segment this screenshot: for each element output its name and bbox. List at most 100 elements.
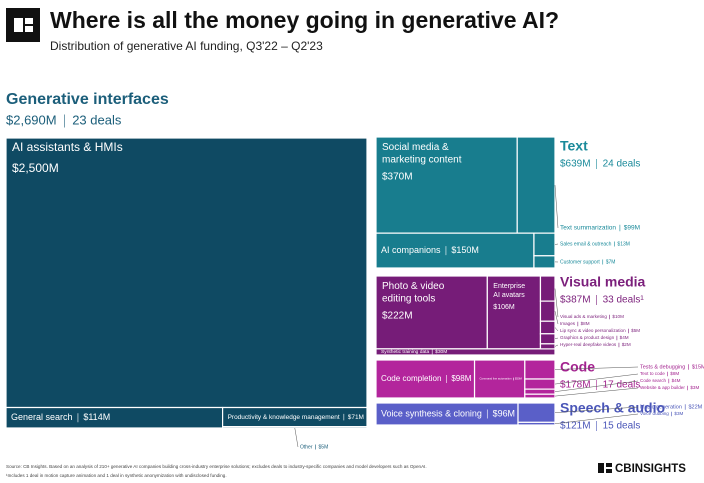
leader-line bbox=[554, 311, 559, 325]
leader-line bbox=[554, 373, 639, 385]
item-value: $370M bbox=[382, 172, 413, 183]
logo-glyph bbox=[25, 18, 33, 24]
treemap-cell bbox=[517, 402, 556, 423]
item-label-name: Code completion bbox=[381, 374, 442, 383]
item-label-value: $8M bbox=[581, 321, 590, 326]
treemap-cell bbox=[539, 275, 556, 302]
item-label-value: $3M bbox=[690, 385, 699, 390]
item-label-name: Other bbox=[300, 444, 313, 450]
source: Source: CB Insights. Based on an analysi… bbox=[6, 464, 427, 469]
leader-line bbox=[554, 327, 559, 332]
item-label-name: General search bbox=[11, 412, 73, 422]
item-label-name: Synthetic training data bbox=[381, 349, 430, 355]
item-label-name: AI companions bbox=[381, 245, 441, 255]
item-label-name: Text summarization bbox=[560, 225, 616, 232]
item-label-value: $2M bbox=[622, 342, 631, 347]
leader-line bbox=[554, 288, 559, 318]
title: Where is all the money going in generati… bbox=[50, 7, 559, 33]
group-summary-value: 33 deals¹ bbox=[603, 295, 645, 306]
logo-glyph bbox=[14, 18, 23, 32]
brand: CBINSIGHTS bbox=[615, 463, 686, 475]
treemap-cell bbox=[375, 348, 556, 356]
group-summary-name: $639M bbox=[560, 159, 591, 170]
leader-line bbox=[294, 427, 299, 448]
item-label-value: $5M bbox=[631, 328, 640, 333]
treemap-cell bbox=[517, 421, 556, 426]
subtitle: Distribution of generative AI funding, Q… bbox=[50, 39, 323, 53]
item-name: AI assistants & HMIs bbox=[12, 140, 123, 154]
treemap-cell bbox=[524, 359, 556, 380]
group-title: Code bbox=[560, 359, 595, 375]
item-label-value: $5M bbox=[319, 444, 329, 450]
leader-line bbox=[554, 406, 639, 413]
item-label-name: Lip sync & video personalization bbox=[560, 328, 626, 333]
item-label-name: Website & app builder bbox=[640, 385, 685, 390]
item-label-name: Images bbox=[560, 321, 576, 326]
treemap-cell bbox=[375, 359, 476, 399]
group-summary-name: $2,690M bbox=[6, 112, 57, 127]
treemap-cell bbox=[533, 255, 556, 269]
leader-line bbox=[554, 185, 559, 229]
item-label-value: $4M bbox=[620, 335, 629, 340]
item-label-name: Visual ads & marketing bbox=[560, 314, 607, 319]
item-label-name: Music generation bbox=[640, 404, 682, 410]
treemap-cell bbox=[473, 359, 526, 399]
group-title: Text bbox=[560, 138, 588, 154]
item-label-name: Tests & debugging bbox=[640, 364, 685, 370]
treemap-cell bbox=[222, 426, 368, 429]
treemap-cell bbox=[375, 275, 488, 350]
brand-mark bbox=[606, 463, 612, 467]
treemap-cell bbox=[5, 137, 368, 409]
leader-line bbox=[554, 380, 639, 392]
logo-glyph bbox=[25, 26, 33, 32]
item-label-name: Voice synthesis & cloning bbox=[381, 408, 482, 418]
leader-line bbox=[554, 387, 639, 397]
group-title: Visual media bbox=[560, 274, 646, 290]
leader-line bbox=[554, 366, 639, 370]
treemap-cell bbox=[524, 378, 556, 390]
item-label-name: Text to code bbox=[640, 371, 665, 376]
item-value: $106M bbox=[493, 304, 515, 311]
treemap-cell bbox=[533, 232, 556, 257]
item-value: $2,500M bbox=[12, 161, 59, 175]
item-label-value: $8M bbox=[670, 371, 679, 376]
item-label-value: $98M bbox=[451, 374, 471, 383]
treemap-cell bbox=[524, 388, 556, 395]
item-label-name: Hyper-real deepfake videos bbox=[560, 342, 617, 347]
item-name: Social media & marketing content bbox=[382, 142, 462, 166]
item-label-value: $3M bbox=[674, 411, 683, 416]
item-label-value: $30M bbox=[435, 349, 447, 355]
group-summary-name: $178M bbox=[560, 380, 591, 391]
item-label-value: $96M bbox=[493, 408, 515, 418]
treemap-cell bbox=[539, 320, 556, 335]
item-label-name: Sales email & outreach bbox=[560, 241, 612, 247]
item-label-value: $15M bbox=[692, 364, 704, 370]
group-summary-value: 15 deals bbox=[603, 421, 641, 432]
footnote: ¹Includes 1 deal in motion capture anima… bbox=[6, 473, 227, 478]
treemap-cell bbox=[539, 333, 556, 345]
group-summary-value: 17 deals bbox=[603, 380, 641, 391]
item-label-name: Voice dubbing bbox=[640, 411, 669, 416]
item-name: Photo & video editing tools bbox=[382, 281, 445, 305]
leader-line bbox=[554, 344, 559, 347]
group-summary-name: $387M bbox=[560, 295, 591, 306]
group-summary-value: 24 deals bbox=[603, 159, 641, 170]
group-title: Generative interfaces bbox=[6, 91, 169, 108]
group-summary-name: $121M bbox=[560, 421, 591, 432]
group-title: Speech & audio bbox=[560, 400, 665, 416]
item-label-value: $71M bbox=[348, 414, 364, 421]
item-label-value: $114M bbox=[83, 412, 110, 422]
brand-mark bbox=[598, 463, 604, 473]
item-name: Enterprise AI avatars bbox=[493, 283, 525, 299]
item-label-name: Command line automation bbox=[480, 377, 512, 381]
item-label-value: $99M bbox=[624, 225, 640, 232]
treemap-cell bbox=[524, 393, 556, 399]
item-label-value: $13M bbox=[617, 241, 630, 247]
treemap-cell bbox=[516, 136, 556, 234]
item-value: $222M bbox=[382, 311, 413, 322]
item-label-value: $150M bbox=[451, 245, 479, 255]
brand-mark bbox=[606, 469, 612, 473]
item-label-name: Graphics & product design bbox=[560, 335, 615, 340]
treemap-cell bbox=[539, 343, 556, 350]
